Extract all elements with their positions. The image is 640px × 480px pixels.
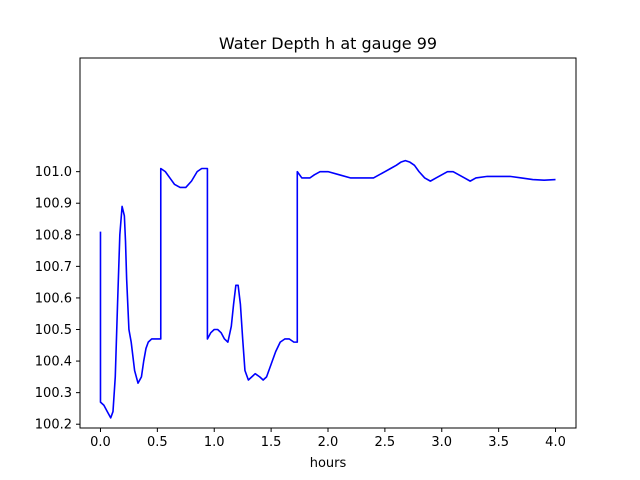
x-tick-label: 1.0: [204, 435, 225, 450]
x-tick-label: 2.0: [318, 435, 339, 450]
y-tick-label: 100.3: [35, 386, 72, 401]
x-axis-ticks: 0.0 0.5 1.0 1.5 2.0 2.5 3.0 3.5 4.0: [90, 428, 566, 450]
x-axis-label: hours: [310, 456, 347, 471]
y-tick-label: 100.7: [35, 260, 72, 275]
y-tick-label: 101.0: [35, 165, 72, 180]
y-tick-label: 100.9: [35, 197, 72, 212]
y-tick-label: 100.5: [35, 323, 72, 338]
plot-area: [80, 58, 576, 428]
x-tick-label: 2.5: [375, 435, 396, 450]
chart-title: Water Depth h at gauge 99: [219, 34, 437, 53]
series-line: [99, 159, 556, 419]
plot-frame: [79, 57, 577, 429]
x-tick-label: 0.5: [147, 435, 168, 450]
x-tick-label: 3.5: [488, 435, 509, 450]
x-tick-label: 4.0: [545, 435, 566, 450]
y-tick-label: 100.2: [35, 418, 72, 433]
y-tick-label: 100.4: [35, 355, 72, 370]
y-axis-ticks: 100.2 100.3 100.4 100.5 100.6 100.7 100.8 100.9…: [35, 165, 80, 433]
x-tick-label: 0.0: [90, 435, 111, 450]
y-tick-label: 100.8: [35, 228, 72, 243]
x-tick-label: 1.5: [261, 435, 282, 450]
y-tick-label: 100.6: [35, 291, 72, 306]
x-tick-label: 3.0: [431, 435, 452, 450]
